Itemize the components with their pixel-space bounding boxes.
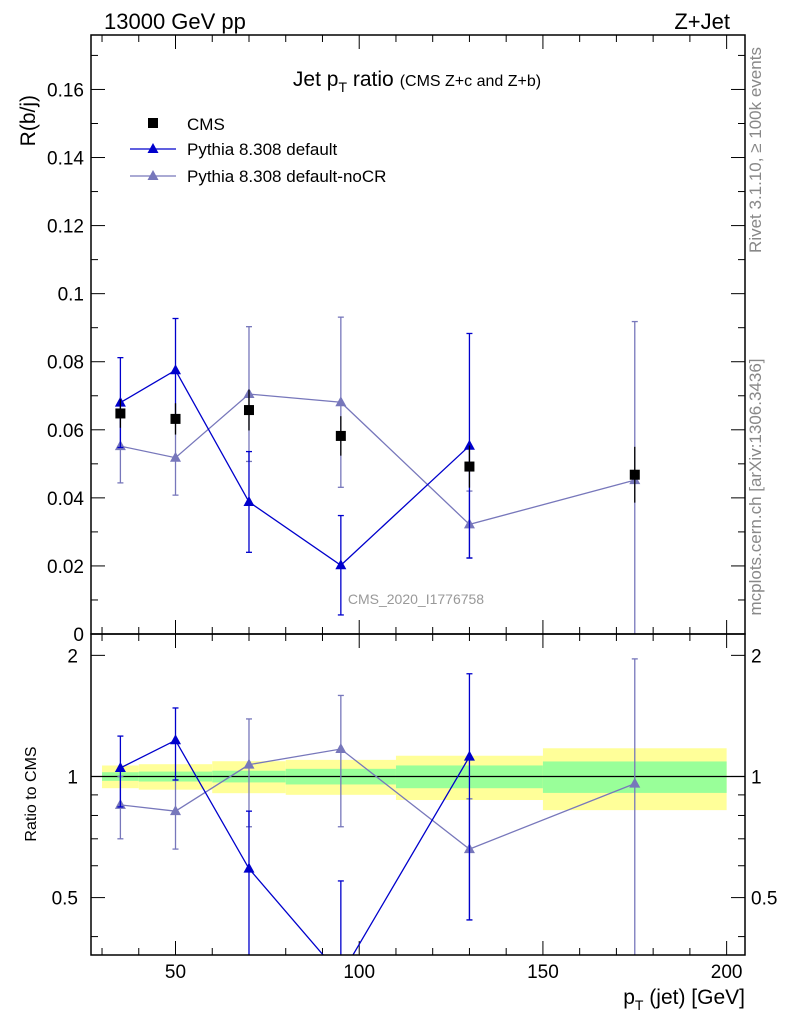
legend-label: CMS (187, 115, 225, 134)
marker-triangle (170, 734, 182, 745)
y-tick-label: 0.1 (58, 285, 84, 306)
ratio-tick-label: 1 (67, 767, 78, 788)
y-tick-label: 0.06 (47, 421, 84, 442)
series-pythia-8-308-default (114, 317, 475, 955)
plot-frames (90, 34, 746, 956)
marker-square (115, 408, 126, 419)
marker-triangle (463, 750, 475, 761)
analysis-watermark: CMS_2020_I1776758 (348, 591, 484, 607)
marker-triangle (335, 396, 347, 407)
marker-square (170, 413, 181, 424)
energy-label: 13000 GeV pp (104, 9, 246, 34)
ratio-tick-label-right: 0.5 (751, 889, 777, 910)
ratio-tick-label: 0.5 (52, 889, 78, 910)
legend-marker-square (148, 118, 158, 128)
series-pythia-8-308-default-nocr (114, 316, 641, 955)
y-axis-title: R(b/j) (17, 95, 40, 146)
marker-triangle (335, 743, 347, 754)
mcplots-label: mcplots.cern.ch [arXiv:1306.3436] (746, 358, 765, 615)
legend-label: Pythia 8.308 default-noCR (187, 167, 386, 186)
marker-square (243, 405, 254, 416)
y-tick-label: 0.04 (47, 489, 84, 510)
y-tick-label: 0.14 (47, 149, 84, 170)
marker-triangle (463, 439, 475, 450)
marker-square (629, 469, 640, 480)
plot-title: Jet pT ratio (CMS Z+c and Z+b) (293, 68, 541, 95)
series-cms (115, 389, 640, 503)
marker-triangle (335, 559, 347, 570)
x-tick-label: 50 (165, 962, 186, 983)
series-line (120, 393, 635, 526)
y-tick-label: 0.02 (47, 557, 84, 578)
ratio-uncertainty-bands (91, 748, 745, 811)
process-label: Z+Jet (674, 9, 730, 34)
rivet-label: Rivet 3.1.10, ≥ 100k events (746, 47, 765, 253)
legend-label: Pythia 8.308 default (187, 140, 338, 159)
legend-marker-triangle (147, 143, 159, 153)
ratio-tick-label-right: 1 (751, 767, 762, 788)
ratio-series (114, 673, 475, 955)
legend-item-cms: CMS (148, 115, 225, 134)
marker-triangle (243, 495, 255, 506)
axis-ticks: 50 100 150 200 0 0.02 0.04 0.06 0.08 0.1 0.12 0.14 0… (47, 35, 777, 983)
ratio-axis-title: Ratio to CMS (23, 746, 40, 841)
ratio-line (120, 748, 636, 850)
ratio-tick-label: 2 (67, 646, 78, 667)
series-line (120, 369, 470, 567)
x-tick-label: 150 (527, 962, 559, 983)
marker-triangle (114, 761, 126, 772)
y-tick-label: 0.08 (47, 353, 84, 374)
marker-triangle (170, 451, 182, 462)
x-axis-title: pT (jet) [GeV] (623, 986, 745, 1013)
ratio-tick-label-right: 2 (751, 646, 762, 667)
x-tick-label: 100 (343, 962, 375, 983)
marker-triangle (243, 862, 255, 873)
marker-square (464, 461, 475, 472)
marker-triangle (629, 777, 641, 788)
legend-item-pythia-default: Pythia 8.308 default (130, 140, 338, 159)
marker-triangle (170, 805, 182, 816)
marker-triangle (243, 758, 255, 769)
legend-marker-triangle (147, 170, 159, 180)
y-tick-label: 0.16 (47, 80, 84, 101)
x-tick-label: 200 (711, 962, 743, 983)
y-tick-label: 0.12 (47, 217, 84, 238)
marker-triangle (170, 364, 182, 375)
data-series (114, 316, 641, 955)
y-tick-label: 0 (73, 625, 84, 646)
legend: CMS Pythia 8.308 default Pythia 8.308 de… (130, 115, 386, 186)
ratio-frame (90, 633, 746, 956)
legend-item-pythia-nocr: Pythia 8.308 default-noCR (130, 167, 386, 186)
marker-square (335, 430, 346, 441)
